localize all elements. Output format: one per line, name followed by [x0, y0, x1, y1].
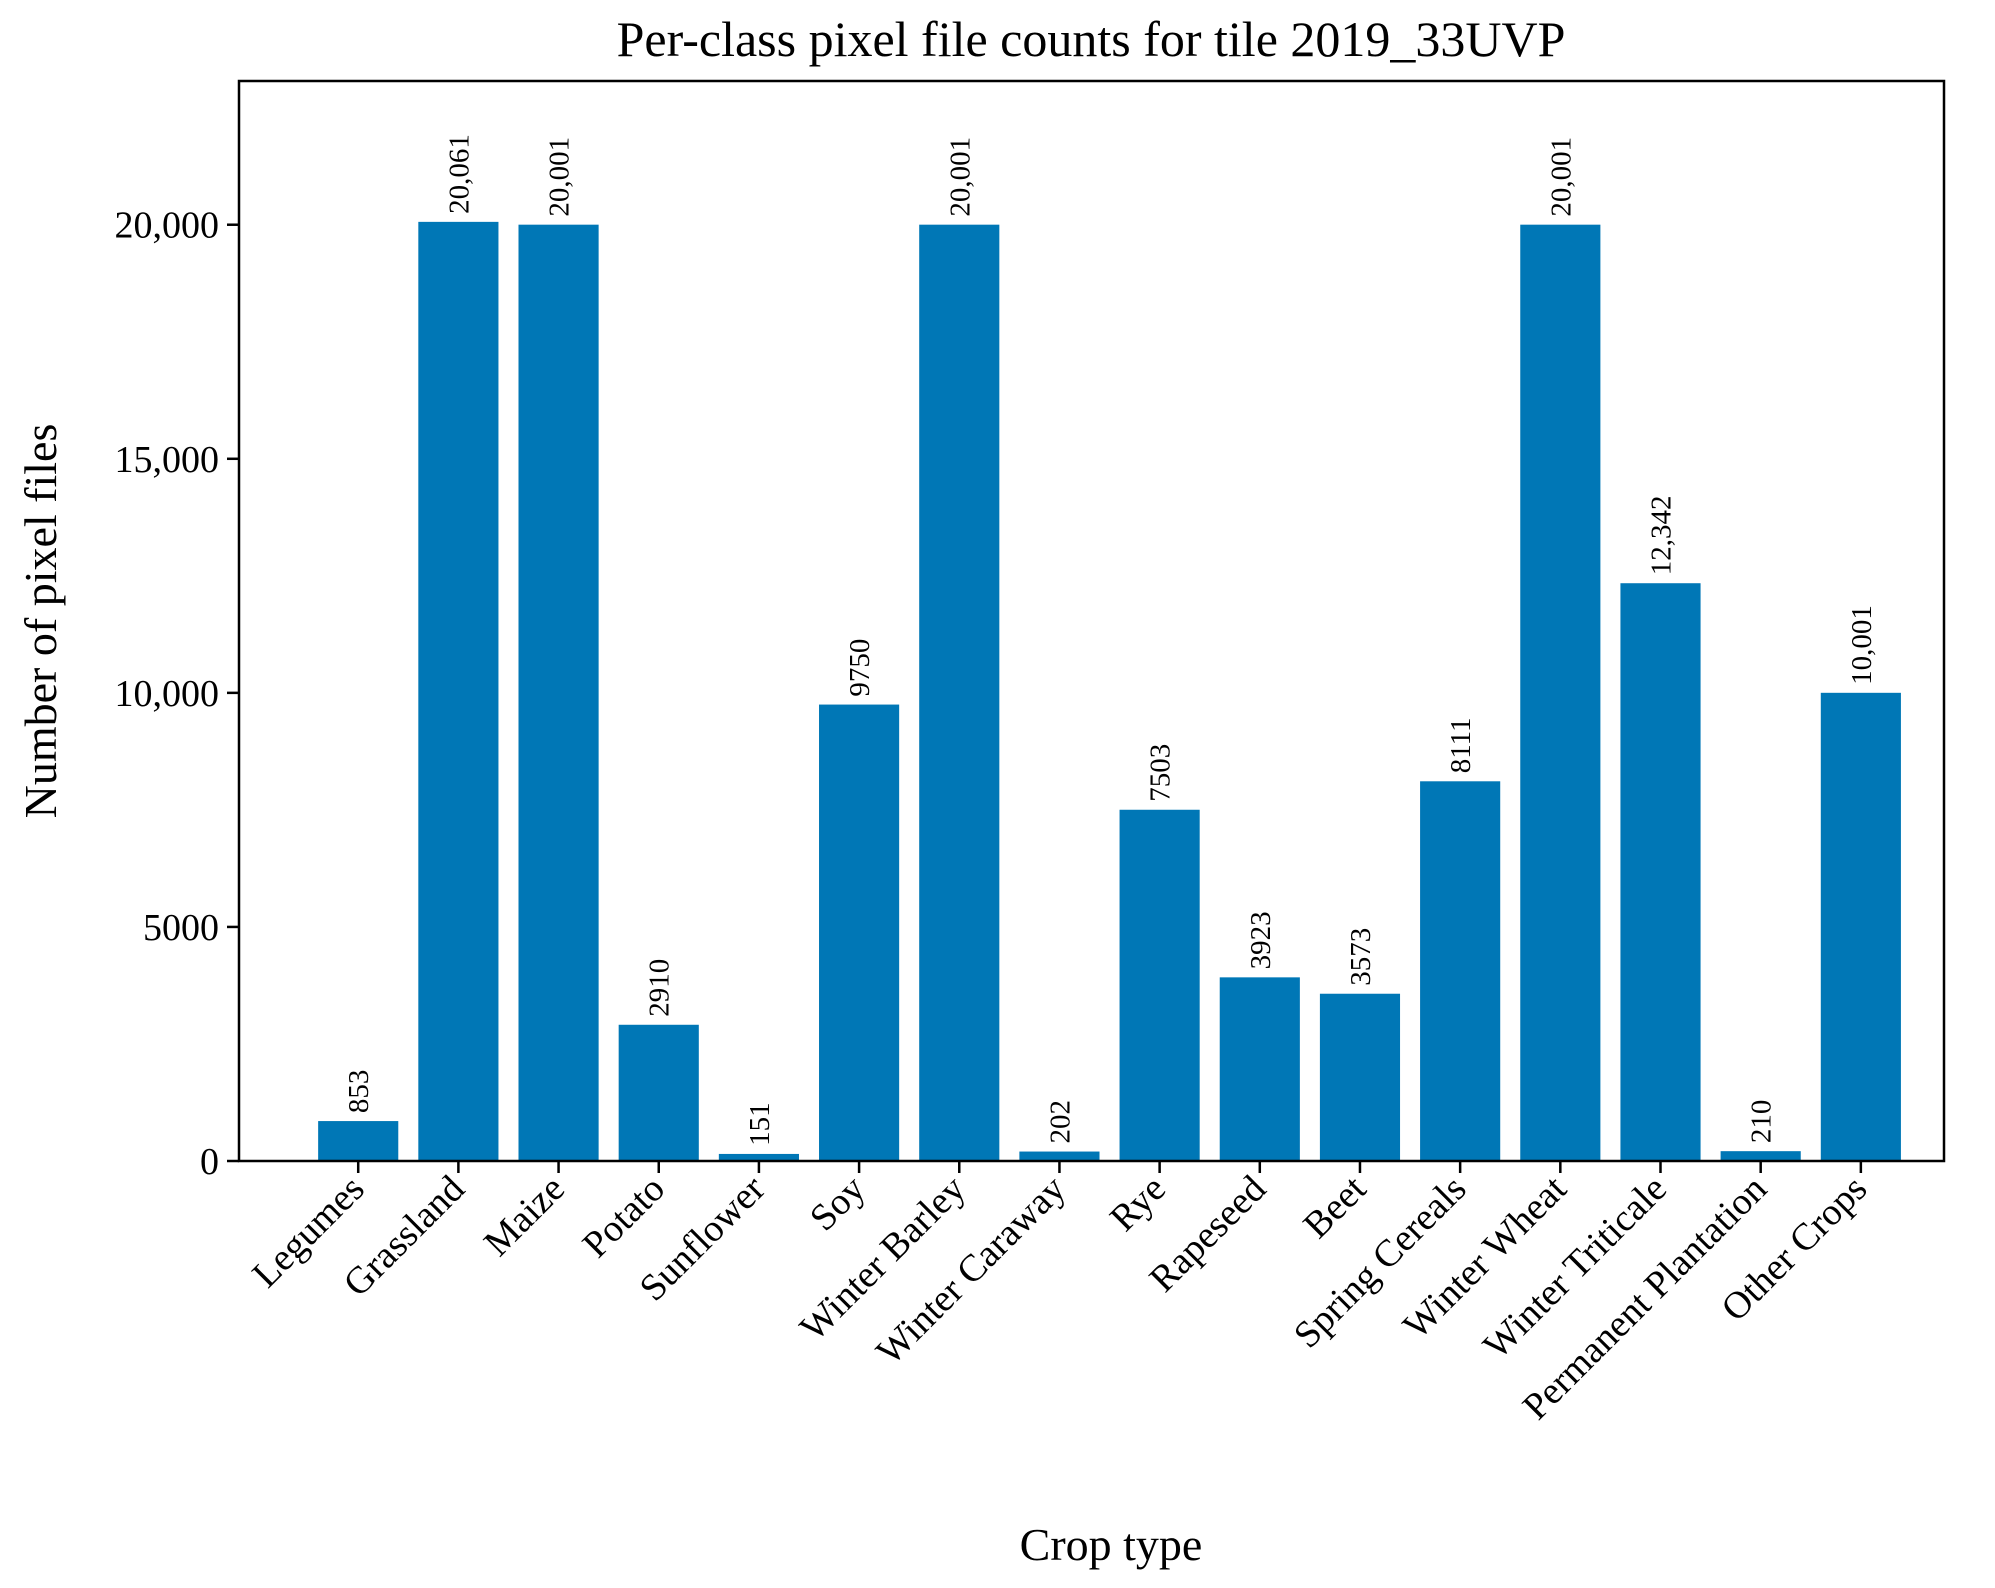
- bar-legumes: [318, 1121, 399, 1161]
- x-tick-label: Spring Cereals: [1286, 1168, 1475, 1357]
- x-tick-label: Beet: [1295, 1167, 1374, 1246]
- bar-value-label: 10,001: [1846, 605, 1878, 685]
- y-tick-label: 0: [200, 1141, 219, 1183]
- y-tick-label: 15,000: [115, 439, 220, 481]
- bar-value-label: 202: [1044, 1100, 1076, 1144]
- bar-value-label: 9750: [844, 639, 876, 697]
- bar-maize: [518, 224, 599, 1161]
- bar-value-label: 151: [744, 1102, 776, 1146]
- bar-value-label: 853: [343, 1070, 375, 1114]
- bar-value-label: 3573: [1345, 928, 1377, 986]
- bar-value-label: 20,001: [1545, 137, 1577, 217]
- bar-value-label: 8111: [1445, 717, 1477, 773]
- bar-winter-triticale: [1620, 583, 1701, 1161]
- x-tick-label: Potato: [575, 1168, 673, 1266]
- y-axis-label: Number of pixel files: [15, 424, 66, 819]
- bar-rapeseed: [1219, 977, 1300, 1161]
- bar-value-label: 20,001: [544, 137, 576, 217]
- bar-winter-caraway: [1019, 1151, 1100, 1161]
- bar-rye: [1119, 809, 1200, 1161]
- y-tick-label: 10,000: [115, 673, 220, 715]
- x-axis-label: Crop type: [1020, 1519, 1203, 1570]
- bar-soy: [819, 704, 900, 1161]
- bar-grassland: [418, 221, 499, 1161]
- bar-other-crops: [1820, 692, 1901, 1161]
- bar-beet: [1319, 993, 1401, 1161]
- x-tick-label: Soy: [802, 1168, 874, 1240]
- plot-frame: [237, 79, 1946, 1163]
- x-tick-label: Maize: [476, 1168, 573, 1265]
- bar-value-label: 12,342: [1646, 495, 1678, 575]
- bar-value-label: 210: [1746, 1100, 1778, 1144]
- y-tick-label: 5000: [143, 907, 219, 949]
- bar-value-label: 2910: [644, 959, 676, 1017]
- x-tick-label: Rye: [1102, 1168, 1174, 1240]
- bar-value-label: 20,001: [944, 137, 976, 217]
- bar-sunflower: [718, 1153, 799, 1161]
- bar-winter-barley: [919, 224, 1000, 1161]
- y-tick-label: 20,000: [115, 205, 220, 247]
- bar-potato: [618, 1024, 699, 1161]
- bar-value-label: 7503: [1145, 744, 1177, 802]
- bar-value-label: 3923: [1245, 911, 1277, 969]
- bar-value-label: 20,061: [443, 134, 475, 214]
- bar-spring-cereals: [1420, 781, 1501, 1161]
- bar-winter-wheat: [1520, 224, 1601, 1161]
- bar-permanent-plantation: [1720, 1151, 1801, 1161]
- chart-title: Per-class pixel file counts for tile 201…: [617, 11, 1566, 67]
